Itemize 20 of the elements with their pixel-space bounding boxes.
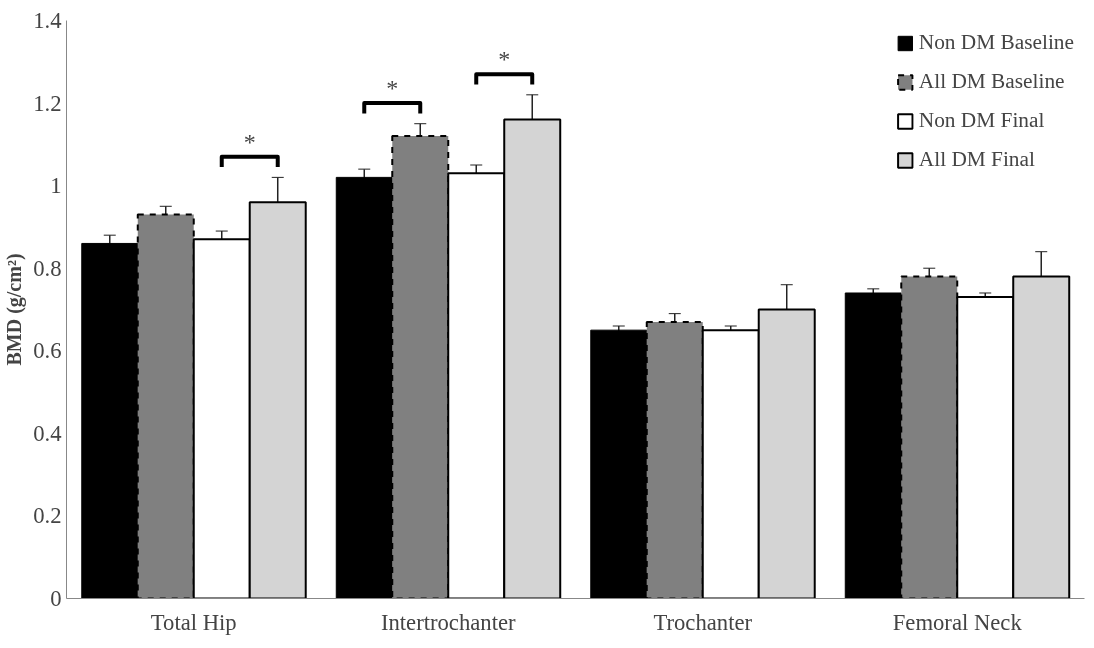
- y-tick-label: 0.4: [33, 420, 62, 446]
- x-tick-label: Femoral Neck: [892, 609, 1023, 635]
- y-axis-title: BMD (g/cm²): [3, 253, 27, 366]
- y-tick-label: 0.2: [33, 503, 62, 529]
- y-tick-label: 0.6: [33, 338, 62, 364]
- annotation: *: [498, 46, 511, 73]
- legend-label: All DM Final: [918, 147, 1035, 172]
- legend-label: Non DM Final: [918, 108, 1045, 133]
- legend-label: All DM Baseline: [918, 69, 1065, 94]
- annotation: *: [386, 75, 399, 102]
- annotation: *: [243, 128, 256, 155]
- x-tick-label: Trochanter: [653, 609, 753, 635]
- y-tick-label: 1.2: [33, 90, 62, 116]
- y-tick-label: 0.8: [33, 255, 62, 281]
- y-tick-label: 0: [50, 586, 62, 611]
- x-tick-label: Intertrochanter: [380, 609, 516, 635]
- x-tick-label: Total Hip: [150, 609, 237, 635]
- y-tick-label: 1: [50, 173, 62, 199]
- legend-label: Non DM Baseline: [918, 30, 1074, 55]
- y-tick-label: 1.4: [33, 8, 62, 33]
